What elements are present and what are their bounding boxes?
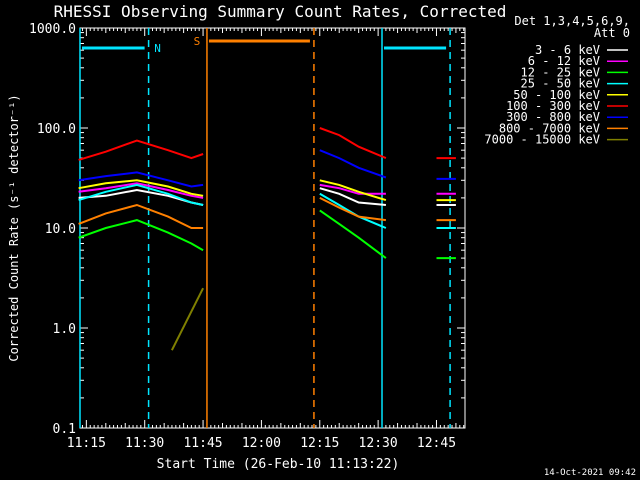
x-tick-label: 12:00 <box>242 436 281 451</box>
y-tick-label: 0.1 <box>53 422 76 437</box>
x-tick-label: 11:30 <box>125 436 164 451</box>
legend-label: 800 - 7000 keV <box>499 121 600 135</box>
x-tick-label: 11:45 <box>183 436 222 451</box>
flag-label: N <box>154 42 161 55</box>
x-axis-label: Start Time (26-Feb-10 11:13:22) <box>157 457 400 472</box>
x-tick-label: 12:15 <box>300 436 339 451</box>
legend-header-line2: Att 0 <box>594 26 630 40</box>
y-axis-label-text: Corrected Count Rate (s⁻¹ detector⁻¹) <box>7 94 21 361</box>
series-line <box>78 183 456 229</box>
chart-title: RHESSI Observing Summary Count Rates, Co… <box>54 2 507 21</box>
x-tick-label: 12:45 <box>417 436 456 451</box>
legend-header-line1: Det 1,3,4,5,6,9, <box>514 14 630 28</box>
y-tick-label: 1.0 <box>53 322 76 337</box>
legend-label: 3 - 6 keV <box>535 43 600 57</box>
legend-label: 7000 - 15000 keV <box>484 133 600 147</box>
flag-label: S <box>194 35 201 48</box>
legend-label: 6 - 12 keV <box>528 54 600 68</box>
series-line <box>78 179 456 202</box>
series-line <box>78 149 456 188</box>
legend-label: 12 - 25 keV <box>521 65 600 79</box>
series-line <box>78 127 456 161</box>
series-line <box>78 182 456 199</box>
series-line <box>78 197 456 229</box>
footer-date: 14-Oct-2021 09:42 <box>544 468 636 478</box>
y-tick-label: 10.0 <box>45 222 76 237</box>
y-axis-label: Corrected Count Rate (s⁻¹ detector⁻¹) <box>7 94 21 361</box>
x-tick-label: 12:30 <box>359 436 398 451</box>
legend-label: 300 - 800 keV <box>506 110 600 124</box>
y-tick-label: 100.0 <box>37 122 76 137</box>
x-tick-label: 11:15 <box>67 436 106 451</box>
plot-area: 0.1 1.0 10.0 100.0 1000.0 11:15 11:30 11:45 12:0… <box>29 22 466 451</box>
y-tick-label: 1000.0 <box>29 22 76 37</box>
legend-label: 100 - 300 keV <box>506 99 600 113</box>
series-line <box>78 209 456 260</box>
legend-label: 50 - 100 keV <box>513 88 600 102</box>
legend-label: 25 - 50 keV <box>521 77 600 91</box>
